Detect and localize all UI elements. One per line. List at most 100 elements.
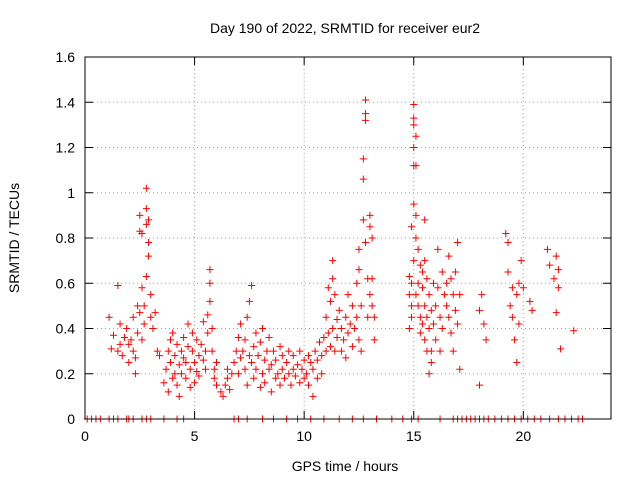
x-axis-label: GPS time / hours: [292, 458, 399, 474]
data-point: [289, 352, 297, 360]
data-point: [202, 365, 210, 373]
data-point: [191, 379, 199, 387]
data-point: [105, 313, 113, 321]
data-point: [476, 306, 483, 314]
data-point: [252, 329, 260, 337]
data-point: [142, 220, 150, 228]
data-point: [116, 340, 124, 348]
data-point: [342, 313, 350, 321]
data-point: [199, 318, 207, 326]
data-point: [355, 266, 363, 274]
data-point: [250, 374, 258, 382]
data-point: [526, 297, 534, 305]
data-point: [436, 313, 444, 321]
data-point: [432, 336, 440, 344]
data-point: [188, 347, 196, 355]
data-point: [120, 334, 128, 342]
data-point: [169, 374, 177, 382]
data-point: [237, 320, 245, 328]
data-point: [311, 347, 319, 355]
data-point: [366, 223, 374, 231]
data-point: [410, 200, 418, 208]
data-point: [502, 229, 510, 237]
data-point: [351, 325, 359, 332]
data-point: [368, 275, 376, 283]
data-point: [362, 110, 370, 118]
data-point: [316, 338, 324, 346]
data-point: [298, 365, 306, 373]
data-point: [355, 245, 363, 253]
data-point: [114, 347, 122, 355]
data-point: [438, 325, 446, 332]
data-point: [149, 325, 157, 332]
data-point: [326, 297, 334, 305]
data-point: [427, 347, 435, 355]
data-point: [243, 313, 251, 321]
data-point: [193, 336, 201, 344]
data-point: [366, 291, 374, 299]
data-point: [177, 370, 185, 378]
data-point: [213, 381, 220, 389]
data-point: [504, 268, 512, 276]
data-point: [324, 284, 332, 292]
data-point: [109, 331, 117, 339]
data-point: [313, 356, 321, 364]
data-point: [359, 175, 367, 183]
data-point: [412, 132, 420, 140]
data-point: [204, 329, 212, 337]
data-point: [414, 302, 422, 310]
data-point: [513, 291, 521, 299]
data-point: [243, 381, 251, 389]
data-point: [228, 370, 236, 378]
data-point: [421, 336, 429, 344]
data-points: [83, 96, 587, 423]
data-point: [252, 365, 260, 373]
data-point: [515, 279, 523, 287]
data-point: [278, 352, 286, 360]
data-point: [333, 334, 341, 342]
y-tick-label: 1: [67, 185, 75, 201]
x-tick-label: 15: [406, 428, 422, 444]
data-point: [412, 162, 420, 170]
data-point: [443, 302, 451, 310]
data-point: [164, 347, 172, 355]
data-point: [550, 275, 558, 283]
data-point: [364, 313, 372, 321]
data-point: [153, 347, 161, 355]
chart-title: Day 190 of 2022, SRMTID for receiver eur…: [210, 20, 480, 36]
data-point: [166, 336, 174, 344]
data-point: [180, 334, 188, 342]
data-point: [449, 347, 457, 355]
data-point: [482, 336, 490, 344]
data-point: [140, 302, 148, 310]
y-tick-label: 0.2: [56, 366, 76, 382]
data-point: [405, 291, 413, 299]
data-point: [337, 347, 345, 355]
data-point: [454, 320, 462, 328]
data-point: [451, 268, 459, 276]
data-point: [162, 365, 170, 373]
data-point: [129, 313, 137, 321]
data-point: [331, 347, 339, 355]
data-point: [427, 306, 435, 314]
data-point: [318, 352, 326, 360]
data-point: [421, 216, 429, 224]
data-point: [107, 345, 115, 353]
data-point: [239, 347, 247, 355]
data-point: [331, 291, 339, 299]
data-point: [219, 392, 227, 400]
data-point: [272, 374, 280, 382]
data-point: [425, 291, 433, 299]
data-point: [419, 284, 427, 292]
data-point: [182, 358, 190, 366]
data-point: [348, 343, 356, 351]
data-point: [478, 291, 486, 299]
data-point: [408, 223, 416, 231]
data-point: [280, 374, 288, 382]
data-point: [248, 282, 256, 290]
data-point: [305, 352, 313, 360]
data-point: [322, 347, 330, 355]
data-point: [267, 388, 275, 396]
data-point: [195, 372, 203, 380]
data-point: [296, 379, 304, 387]
